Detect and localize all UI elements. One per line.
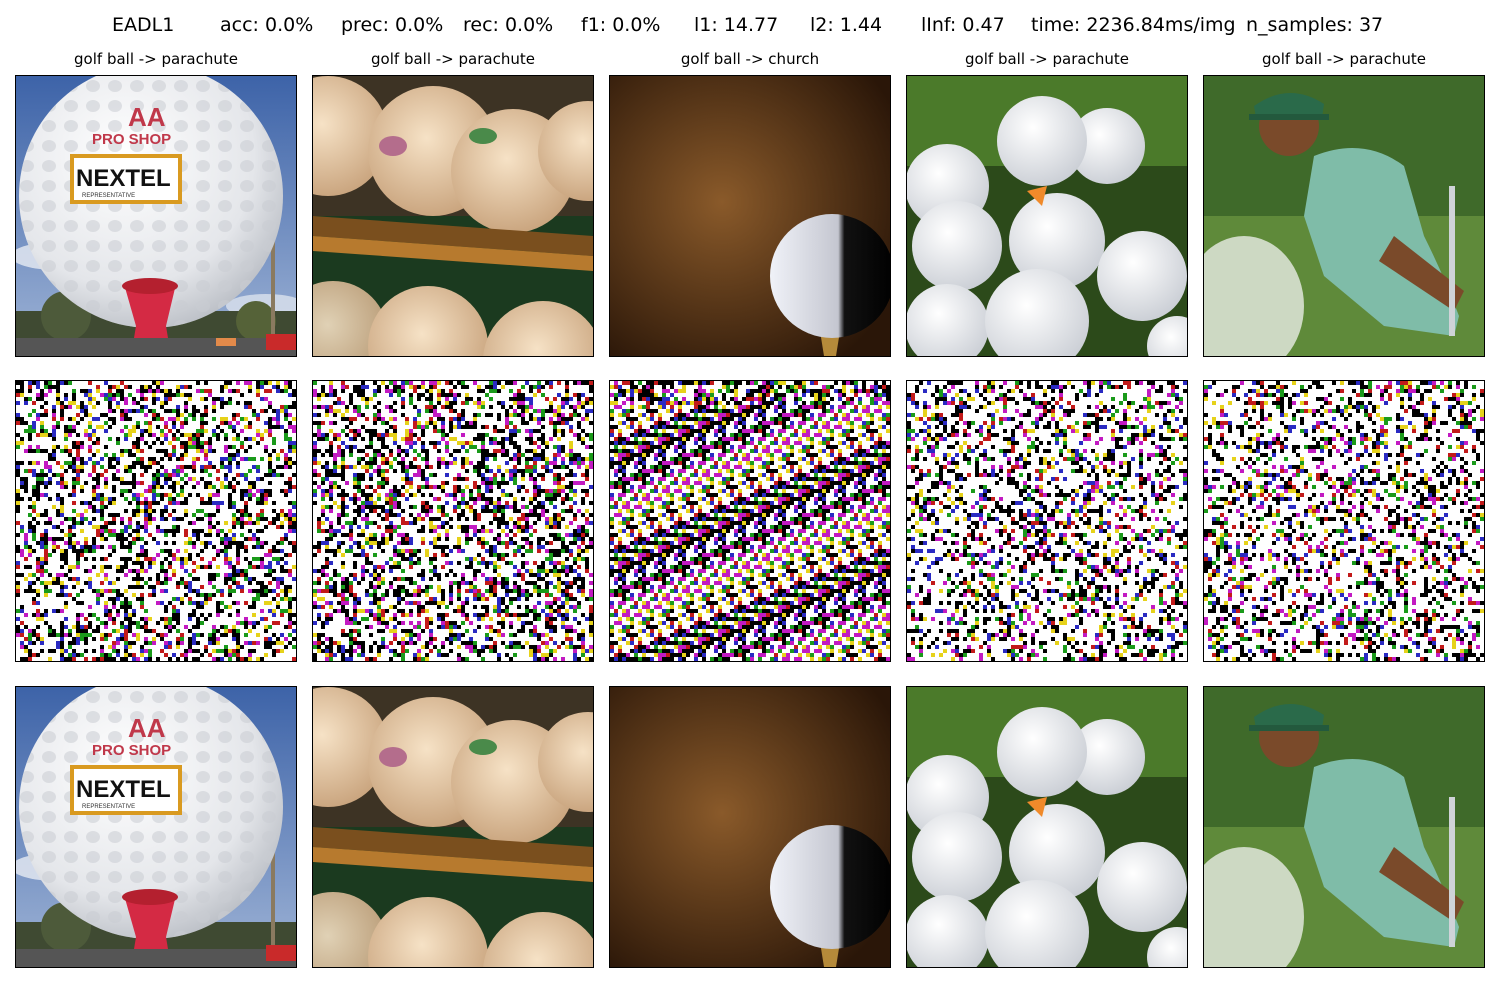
svg-text:AA: AA — [128, 102, 166, 132]
precision-label: prec: 0.0% — [341, 14, 444, 36]
adversarial-golf-balls-grass — [906, 686, 1188, 968]
column-title-2: golf ball -> parachute — [371, 50, 535, 68]
svg-text:REPRESENTATIVE: REPRESENTATIVE — [82, 193, 135, 199]
perturbation-1 — [15, 380, 297, 662]
adversarial-golf-balls-shelf — [312, 686, 594, 968]
figure-title: EADL1 acc: 0.0% prec: 0.0% rec: 0.0% f1:… — [0, 14, 1500, 44]
adversarial-golf-ball-sign: AA PRO SHOP NEXTEL REPRESENTATIVE — [15, 686, 297, 968]
column-title-1: golf ball -> parachute — [74, 50, 238, 68]
time-label: time: 2236.84ms/img — [1031, 14, 1236, 36]
adversarial-golf-ball-tee — [609, 686, 891, 968]
f1-label: f1: 0.0% — [581, 14, 661, 36]
method-label: EADL1 — [112, 14, 175, 36]
l2-label: l2: 1.44 — [810, 14, 883, 36]
column-title-4: golf ball -> parachute — [965, 50, 1129, 68]
perturbation-3 — [609, 380, 891, 662]
perturbation-5 — [1203, 380, 1485, 662]
perturbation-4 — [906, 380, 1188, 662]
n-samples-label: n_samples: 37 — [1246, 14, 1384, 36]
perturbation-2 — [312, 380, 594, 662]
svg-text:PRO SHOP: PRO SHOP — [92, 131, 171, 148]
column-title-5: golf ball -> parachute — [1262, 50, 1426, 68]
column-title-3: golf ball -> church — [680, 50, 820, 68]
accuracy-label: acc: 0.0% — [220, 14, 314, 36]
original-golf-ball-tee — [609, 75, 891, 357]
adversarial-golfer-bunker — [1203, 686, 1485, 968]
l1-label: l1: 14.77 — [694, 14, 779, 36]
linf-label: lInf: 0.47 — [921, 14, 1005, 36]
original-golfer-bunker — [1203, 75, 1485, 357]
original-golf-balls-shelf — [312, 75, 594, 357]
original-golf-balls-grass — [906, 75, 1188, 357]
svg-text:NEXTEL: NEXTEL — [76, 165, 171, 192]
recall-label: rec: 0.0% — [463, 14, 554, 36]
original-golf-ball-sign: AA PRO SHOP NEXTEL REPRESENTATIVE — [15, 75, 297, 357]
